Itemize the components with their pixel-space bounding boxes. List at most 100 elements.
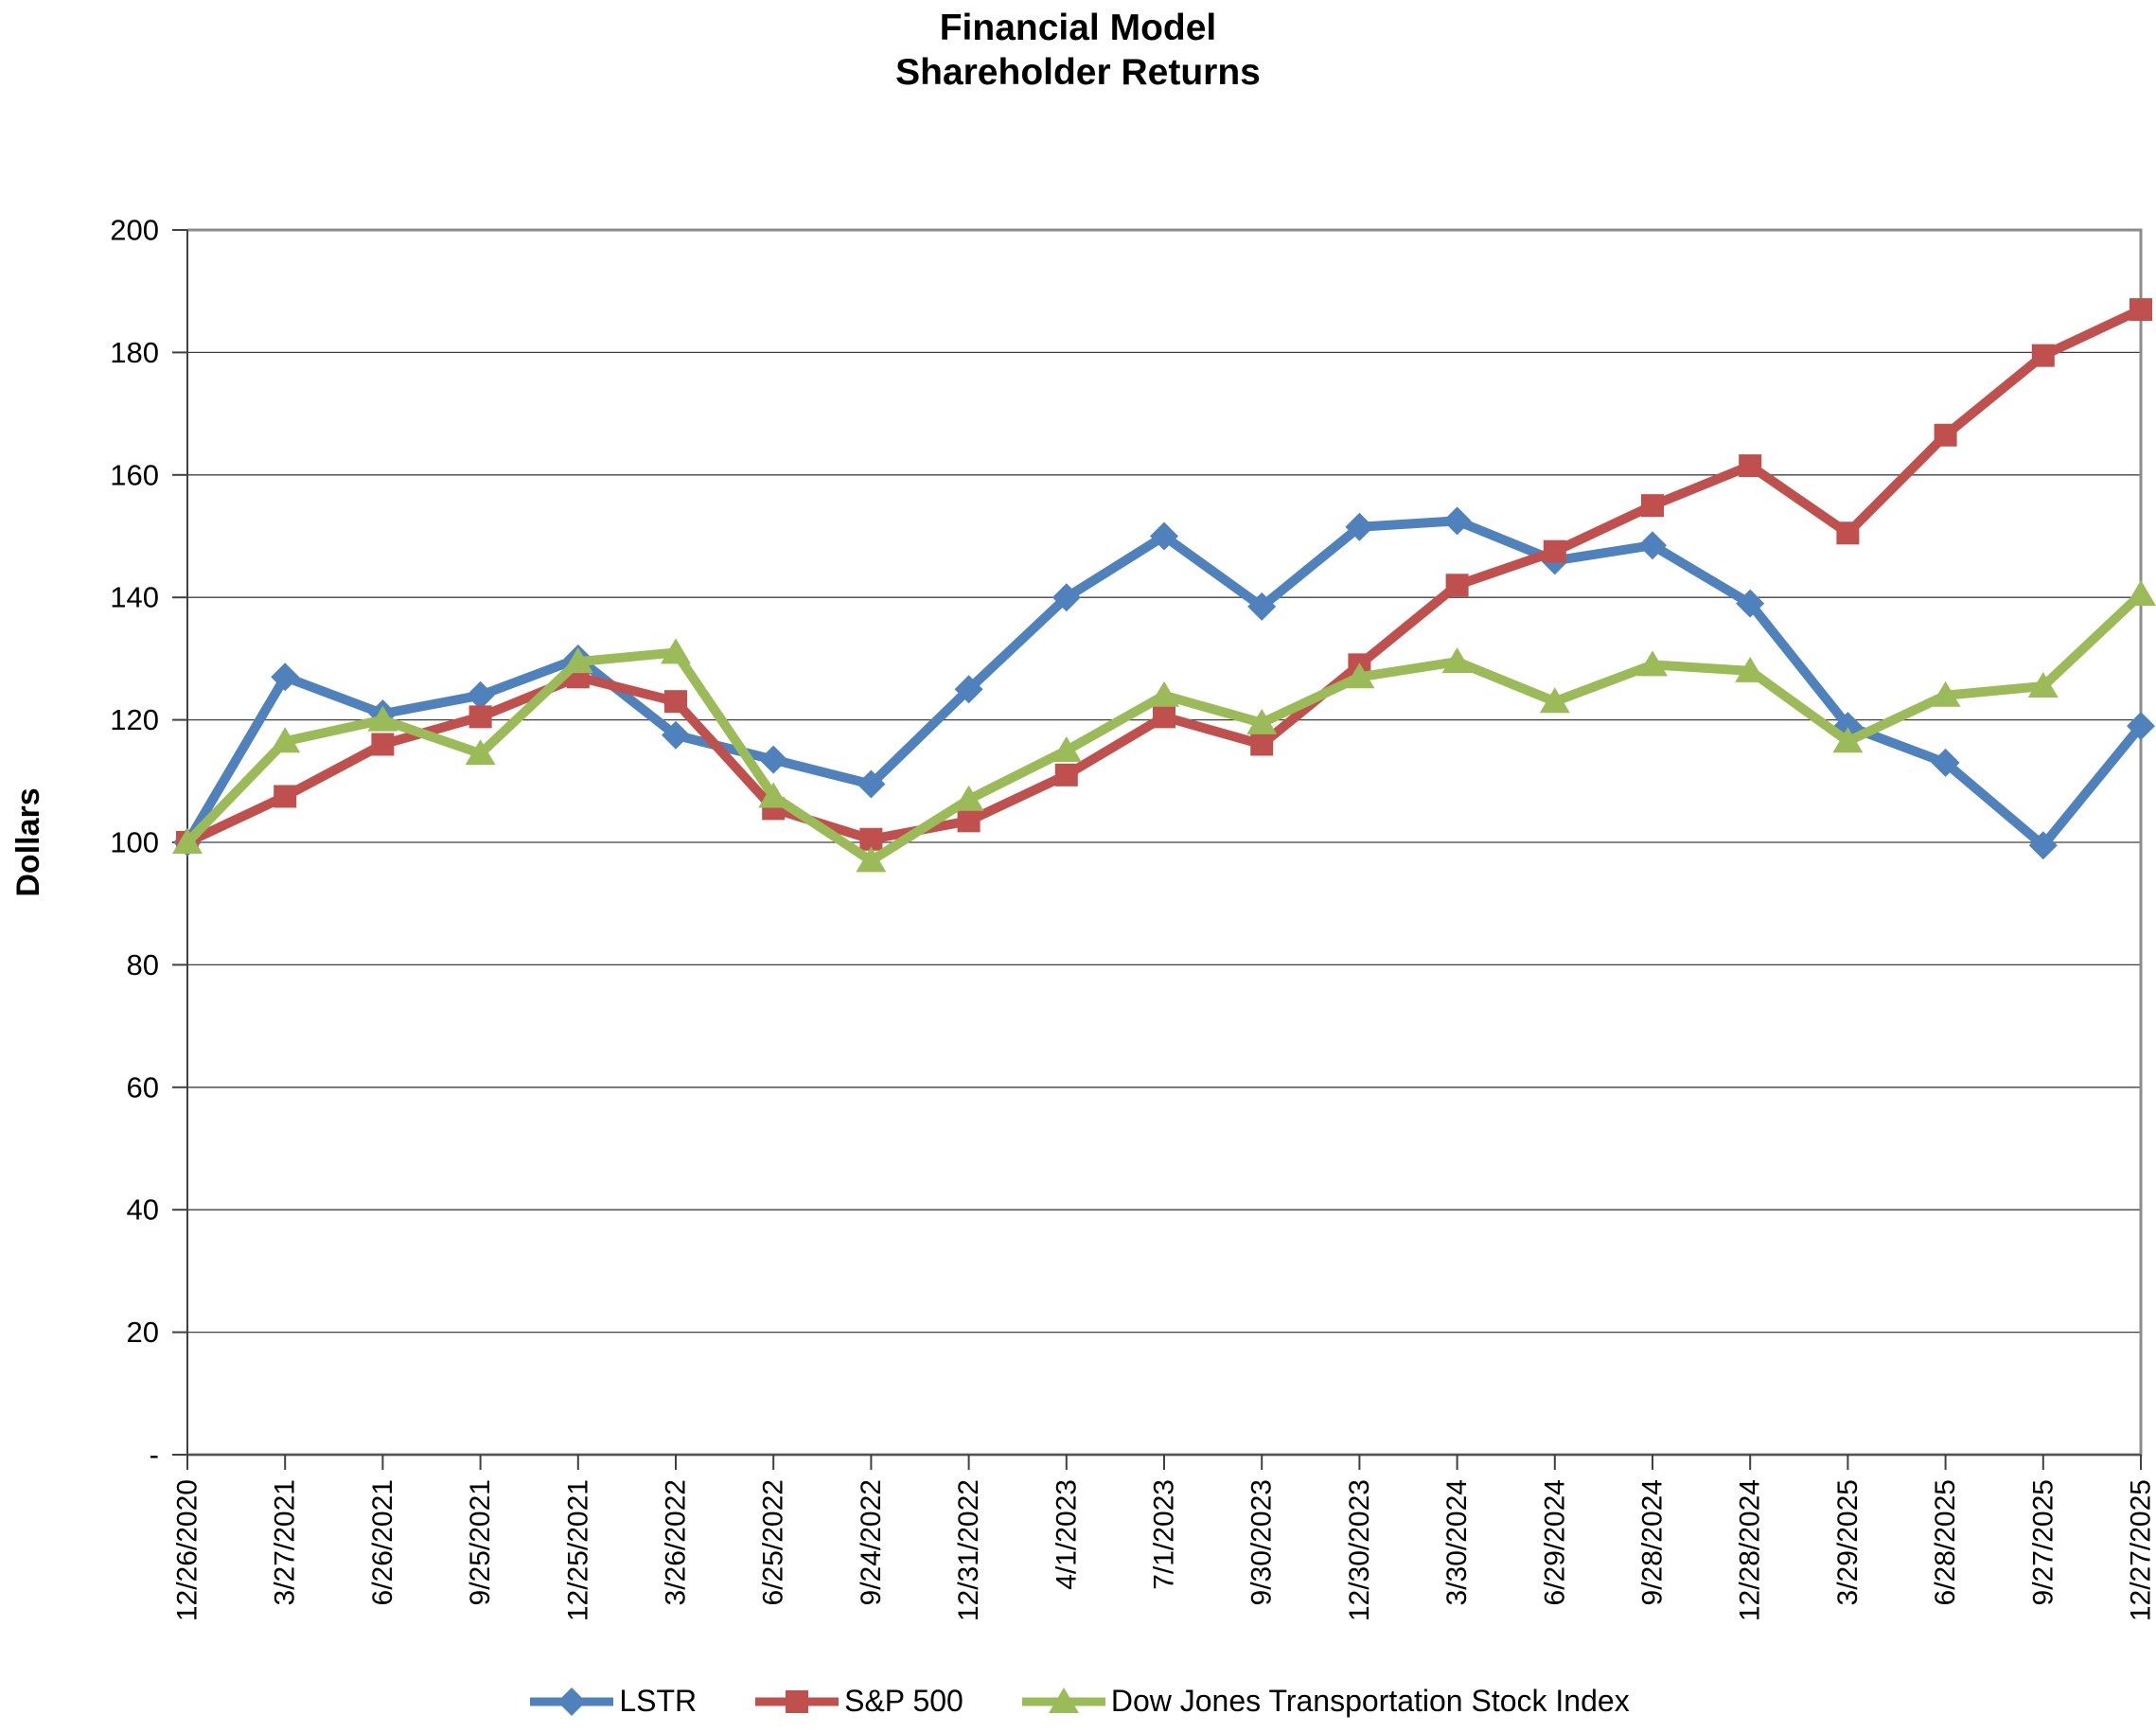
legend-label: S&P 500 [844,1684,963,1718]
triangle-marker [562,647,593,674]
triangle-marker [856,846,887,873]
x-tick-label: 6/28/2025 [1930,1479,1961,1605]
triangle-marker [1246,708,1278,734]
square-marker [371,733,395,756]
square-marker [1054,763,1078,786]
square-marker [786,1689,809,1713]
diamond-marker [466,680,495,710]
square-marker [1739,454,1762,478]
diamond-marker [954,675,983,704]
x-tick-label: 9/25/2021 [465,1479,496,1605]
x-tick-label: 6/29/2024 [1539,1479,1570,1605]
x-tick-label: 9/24/2022 [856,1479,887,1605]
legend-item-dow-jones-transportation-stock-index: Dow Jones Transportation Stock Index [1018,1684,1630,1719]
triangle-marker [1051,735,1082,762]
y-tick-label: 180 [110,336,159,369]
y-tick-label: 40 [127,1193,159,1227]
diamond-marker [1247,592,1277,621]
x-tick-label: 3/29/2025 [1832,1479,1864,1605]
triangle-marker [661,638,691,664]
triangle-marker [953,785,984,811]
chart-title: Financial Model Shareholder Returns [0,6,2156,95]
x-tick-label: 9/27/2025 [2027,1479,2059,1605]
triangle-marker [1637,650,1668,677]
y-tick-label: 60 [127,1070,159,1104]
triangle-legend-icon [1021,1687,1105,1713]
diamond-marker [1051,583,1081,612]
legend-label: Dow Jones Transportation Stock Index [1110,1684,1630,1718]
square-marker [1153,705,1175,729]
x-tick-label: 6/25/2022 [758,1479,789,1605]
square-marker [2031,344,2055,367]
diamond-marker [2028,831,2058,860]
y-tick-label: 100 [110,826,159,859]
legend-label: LSTR [619,1684,698,1718]
square-marker [468,705,492,729]
y-tick-label: 140 [110,581,159,614]
triangle-marker [270,727,301,753]
chart-legend: LSTR S&P 500 Dow Jones Transportation Stoc… [0,1684,2156,1719]
triangle-marker [1441,647,1473,674]
diamond-marker [2127,712,2155,741]
y-axis-ticks: - 20 40 60 80 100 120 140 160 180 200 [110,214,187,1472]
square-marker [664,690,687,714]
square-marker [1250,733,1274,756]
series-s-p-500 [176,298,2152,854]
y-axis-title: Dollars [10,787,46,896]
gridlines [187,229,2141,1334]
diamond-legend-icon [530,1687,614,1716]
triangle-marker [1930,680,1961,707]
square-marker [2129,298,2152,322]
square-marker [274,785,297,808]
x-tick-label: 12/27/2025 [2126,1479,2156,1621]
diamond-marker [1442,506,1472,536]
x-tick-label: 3/26/2022 [661,1479,692,1605]
square-legend-icon [755,1689,839,1713]
x-axis-ticks: 12/26/2020 3/27/2021 6/26/2021 9/25/2021 12/… [172,1455,2156,1621]
diamond-marker [1931,748,1960,777]
x-tick-label: 12/30/2023 [1344,1479,1375,1621]
diamond-marker [662,720,690,750]
y-tick-label: 200 [110,214,159,247]
series-dow-jones-transportation-stock-index [172,579,2156,873]
diamond-marker [1345,512,1374,541]
diamond-marker [759,745,788,774]
legend-item-lstr: LSTR [526,1684,697,1719]
triangle-marker [2027,672,2059,698]
triangle-marker [367,705,398,732]
square-marker [957,809,981,833]
diamond-marker [557,1687,587,1716]
triangle-marker [1344,663,1375,689]
chart-title-line1: Financial Model [939,8,1217,48]
x-tick-label: 3/30/2024 [1441,1479,1473,1605]
triangle-marker [1048,1687,1079,1713]
diamond-marker [271,663,300,692]
x-tick-label: 12/31/2022 [953,1479,984,1621]
x-tick-label: 4/1/2023 [1051,1479,1082,1590]
triangle-marker [2126,579,2156,606]
y-tick-label: 20 [127,1316,159,1349]
y-tick-label: 80 [127,948,159,981]
y-tick-label: - [150,1439,159,1472]
x-tick-label: 12/28/2024 [1735,1479,1766,1621]
diamond-marker [1736,589,1765,618]
triangle-marker [1832,727,1864,753]
triangle-marker [465,739,496,766]
diamond-marker [857,769,886,799]
square-marker [1641,494,1664,518]
x-tick-label: 12/25/2021 [562,1479,593,1621]
x-tick-label: 9/30/2023 [1246,1479,1278,1605]
x-tick-label: 9/28/2024 [1637,1479,1669,1605]
x-tick-label: 7/1/2023 [1149,1479,1180,1590]
square-marker [1836,521,1860,545]
triangle-marker [1149,680,1179,707]
x-tick-label: 12/26/2020 [172,1479,203,1621]
triangle-marker [1539,687,1570,714]
x-tick-label: 6/26/2021 [367,1479,398,1605]
square-marker [1543,539,1566,563]
square-marker [1934,423,1957,447]
triangle-marker [172,828,203,854]
legend-item-s-p-500: S&P 500 [751,1684,963,1719]
